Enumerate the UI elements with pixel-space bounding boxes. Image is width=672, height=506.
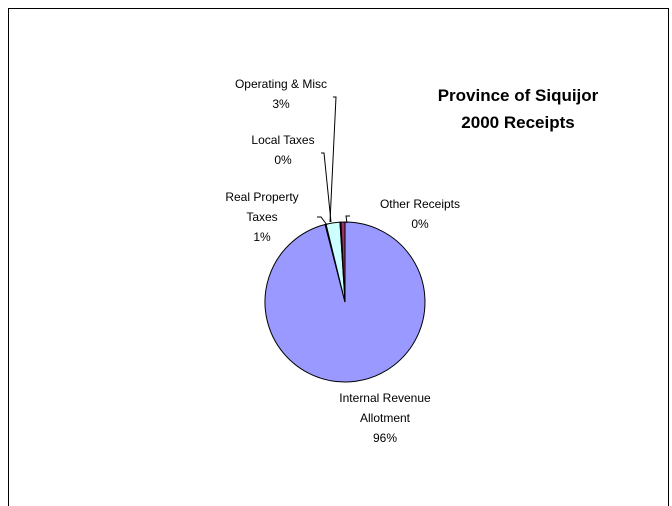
slice-name-label-4: Taxes bbox=[246, 210, 277, 224]
chart-frame bbox=[8, 8, 669, 506]
slice-percent-label-4: 1% bbox=[253, 230, 271, 244]
slice-percent-label-2: 3% bbox=[272, 97, 290, 111]
leader-line-4 bbox=[317, 216, 328, 226]
slice-name-label-4: Real Property bbox=[225, 190, 298, 204]
leader-line-2 bbox=[329, 96, 337, 223]
leader-line-3 bbox=[321, 152, 332, 223]
chart-title-line-2: 2000 Receipts bbox=[461, 113, 574, 132]
leader-line-1 bbox=[345, 215, 350, 224]
slice-name-label-1: Other Receipts bbox=[380, 197, 460, 211]
slice-name-label-0: Allotment bbox=[360, 411, 411, 425]
slice-name-label-2: Operating & Misc bbox=[235, 77, 327, 91]
slice-name-label-3: Local Taxes bbox=[251, 133, 314, 147]
pie-slice-4 bbox=[340, 221, 346, 303]
chart-title-line-1: Province of Siquijor bbox=[438, 86, 599, 105]
slice-percent-label-3: 0% bbox=[274, 153, 292, 167]
slice-percent-label-1: 0% bbox=[411, 217, 429, 231]
slice-percent-label-0: 96% bbox=[373, 431, 397, 445]
slice-name-label-0: Internal Revenue bbox=[339, 391, 431, 405]
